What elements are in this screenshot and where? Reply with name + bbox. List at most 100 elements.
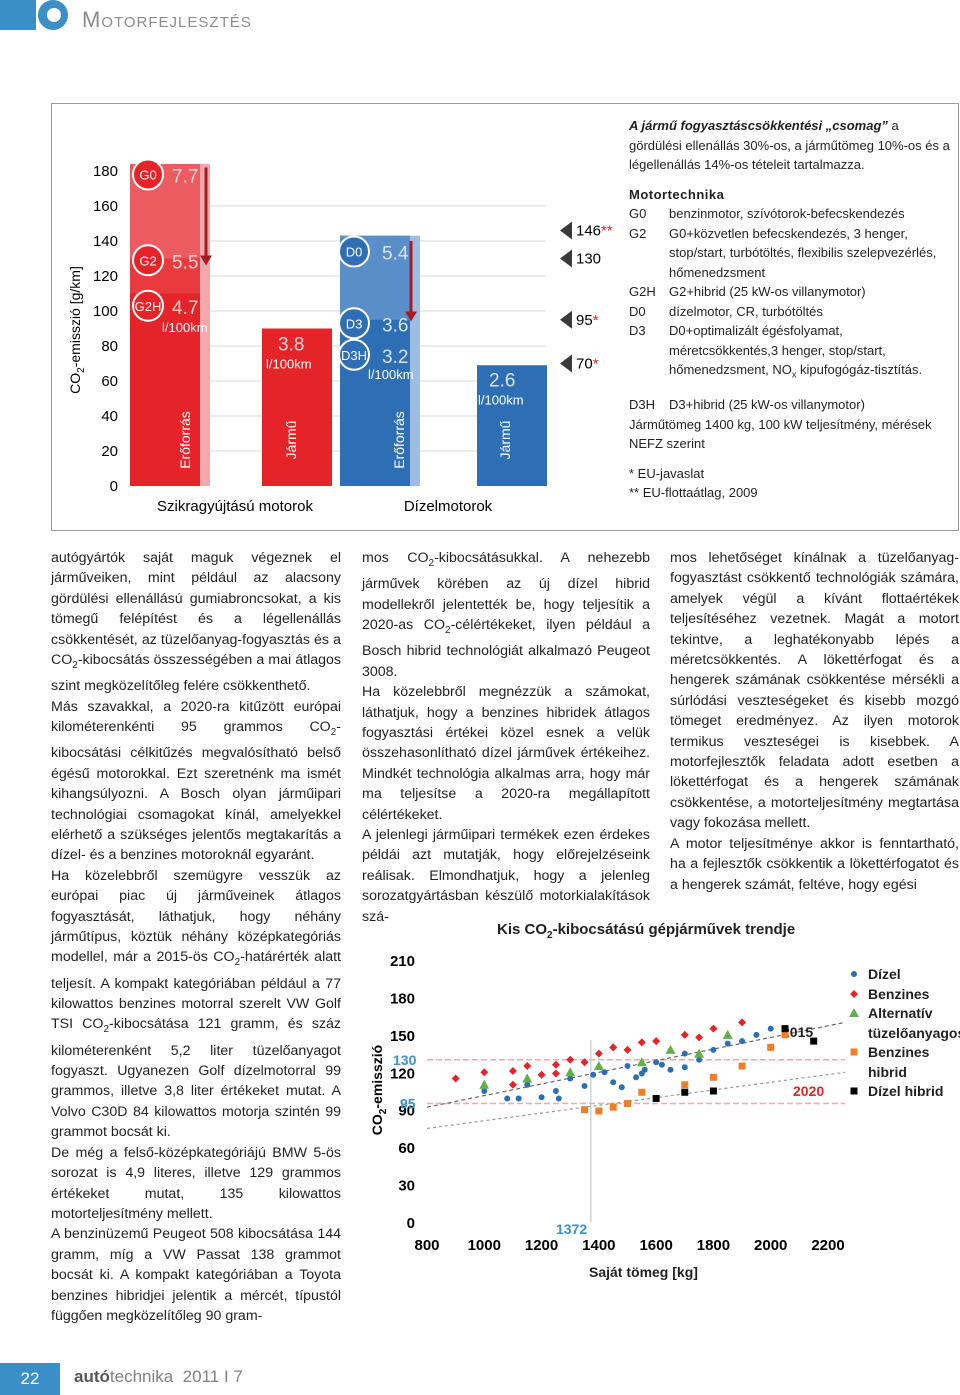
legend-value: D0+optimalizált égésfolyamat, méretcsökk… [669, 323, 923, 380]
bar-petrol-vehicle [262, 328, 332, 486]
legend-key: D3H [629, 397, 656, 413]
scatter-ytick: 0 [407, 1215, 415, 1232]
ref-label-95: 95 [400, 1095, 416, 1111]
data-point [696, 1056, 703, 1063]
legend-key: G0 [629, 206, 647, 221]
data-point [633, 1074, 640, 1081]
legend-marker [849, 1008, 859, 1017]
bar-label: Erőforrás [391, 411, 407, 469]
limit-label: 95* [576, 312, 599, 329]
scatter-ytick: 180 [390, 990, 415, 1007]
text-column-2: mos CO2-kibocsátásukkal. A nehezebb járm… [362, 548, 650, 927]
y-tick-label: 180 [93, 163, 118, 180]
data-point [515, 1095, 522, 1102]
scatter-legend-item: Dízel [848, 965, 960, 985]
petrol-step-value: 5.5 [172, 252, 198, 273]
data-point [653, 1059, 660, 1066]
petrol-step-badge [132, 158, 164, 191]
petrol-step-label: G2H [135, 299, 162, 314]
data-point [581, 1083, 588, 1090]
diesel-step-value: 3.6 [382, 315, 408, 336]
legend-row: G0 benzinmotor, szívótorok-befecskendezés [629, 204, 954, 224]
text-column-1: autógyártók saját maguk végeznek el járm… [51, 548, 341, 1326]
data-point [567, 1075, 574, 1082]
magazine-logo [0, 0, 68, 30]
y-tick-label: 100 [93, 303, 118, 320]
data-point [609, 1043, 618, 1052]
legend-label: Alternatív tüzelőanyagos [868, 1005, 960, 1041]
scatter-ytick: 210 [390, 953, 415, 970]
data-point [709, 1087, 717, 1095]
legend-note2: ** EU-flottaátlag, 2009 [629, 485, 758, 501]
scatter-ytick: 150 [390, 1028, 415, 1045]
bar-label: Erőforrás [177, 411, 193, 469]
data-point [537, 1070, 546, 1079]
data-point [593, 1061, 604, 1071]
y-tick-label: 80 [101, 338, 118, 355]
diesel-vehicle-value: 2.6 [489, 370, 515, 391]
legend-row: G2H G2+hibrid (25 kW-os villanymotor) [629, 282, 954, 302]
petrol-unit: l/100km [162, 320, 208, 335]
legend-marker-shape [851, 971, 857, 977]
data-point [565, 1067, 576, 1077]
limit-marker [560, 249, 572, 268]
data-point [601, 1069, 608, 1076]
data-point [767, 1025, 774, 1032]
legend-heading: Motortechnika [629, 186, 725, 202]
bar-diesel-vehicle [477, 365, 547, 486]
limit-marker [560, 221, 572, 240]
scatter-xtick: 1400 [582, 1237, 615, 1254]
data-point [722, 1029, 733, 1039]
legend-marker-shape [850, 1048, 858, 1056]
scatter-legend-item: Benzines [848, 985, 960, 1005]
diesel-step-label: D3H [341, 348, 367, 363]
page-number: 22 [0, 1363, 60, 1395]
limit-label: 146** [576, 223, 613, 240]
legend-row: G2 G0+közvetlen befecskendezés, 3 henger,… [629, 224, 954, 283]
ref-label-1372: 1372 [556, 1221, 587, 1237]
petrol-step-badge [132, 289, 164, 322]
data-point [739, 1038, 746, 1045]
arrow-petrol-head [200, 255, 212, 266]
data-point [781, 1031, 789, 1039]
scatter-legend-item: Dízel hibrid [848, 1082, 960, 1102]
scatter-title: Kis CO2-kibocsátású gépjárművek trendje [497, 921, 796, 941]
data-point [738, 1062, 746, 1070]
petrol-step-value: 4.7 [172, 298, 198, 319]
paragraph: Ha közelebbről megnézzük a számokat, lát… [362, 684, 650, 823]
data-point [555, 1095, 562, 1102]
y-tick-label: 20 [101, 443, 118, 460]
data-point [680, 1030, 689, 1039]
year-label-2020: 2020 [793, 1083, 824, 1099]
legend-marker-shape [850, 989, 858, 998]
legend-label: Benzines [868, 985, 930, 1002]
data-point [724, 1040, 731, 1047]
data-point [694, 1048, 705, 1058]
legend-value: G2+hibrid (25 kW-os villanymotor) [669, 284, 866, 299]
data-point [551, 1069, 560, 1078]
bar-label: Jármű [283, 420, 299, 459]
diesel-step-badge [338, 235, 370, 268]
group-label-petrol: Szikragyújtású motorok [157, 498, 313, 515]
y-axis-label: CO2-emisszió [g/km] [67, 266, 87, 394]
legend-row: D0 dízelmotor, CR, turbótöltés [629, 302, 954, 322]
petrol-vehicle-unit: l/100km [266, 357, 312, 372]
diesel-step-value: 5.4 [382, 244, 409, 265]
data-point [641, 1066, 648, 1073]
data-point [652, 1094, 660, 1102]
scatter-ytick: 90 [398, 1103, 415, 1120]
data-point [665, 1044, 676, 1054]
legend-key: D3 [629, 323, 646, 338]
petrol-step-label: G2 [139, 253, 156, 268]
scatter-xtick: 2000 [754, 1237, 787, 1254]
data-point [551, 1060, 560, 1069]
legend-key: D0 [629, 303, 646, 319]
data-point [522, 1073, 533, 1083]
y-tick-label: 60 [101, 373, 118, 390]
legend-key: G2H [629, 284, 656, 299]
legend-marker [850, 1087, 858, 1095]
data-point [581, 1106, 589, 1114]
data-point [479, 1079, 490, 1089]
bar-petrol-shade [200, 164, 210, 486]
limit-label: 130 [576, 251, 601, 268]
